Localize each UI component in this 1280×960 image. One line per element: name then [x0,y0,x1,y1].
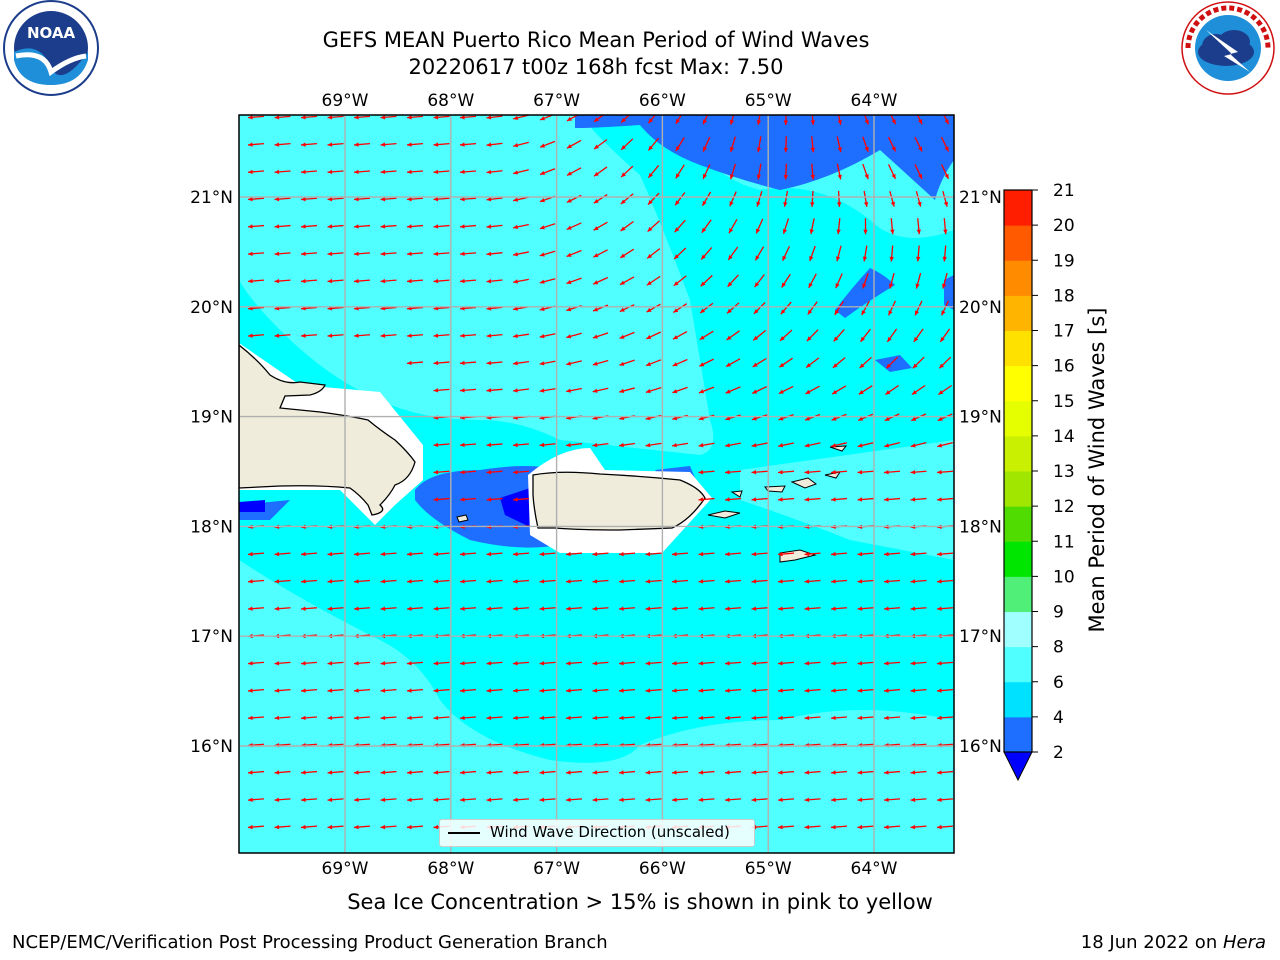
colorbar-segment [1004,576,1032,612]
map-legend: Wind Wave Direction (unscaled) [439,819,755,847]
lat-label-left: 21°N [190,188,233,208]
chart-subtitle-date: 20220617 t00z 168h fcst Max: 7.50 [408,55,784,79]
lat-label-right: 21°N [959,188,1002,208]
colorbar-tick-label: 21 [1053,181,1075,201]
lon-label-top: 65°W [745,91,792,111]
colorbar-segment [1004,471,1032,507]
colorbar-tick-label: 2 [1053,743,1064,763]
footer-date: 18 Jun 2022 on Hera [1081,932,1266,953]
lon-label-top: 67°W [533,91,580,111]
colorbar-tick-label: 11 [1053,532,1075,552]
land-hispaniola [239,344,416,516]
colorbar-tick-label: 8 [1053,638,1064,658]
colorbar-segment [1004,260,1032,296]
lon-label-bottom: 65°W [745,859,792,879]
contour-2-4s-north [575,115,954,200]
legend-line-icon [448,832,480,834]
land-culebra [730,490,743,498]
lon-label-bottom: 69°W [322,859,369,879]
colorbar-tick-label: 17 [1053,322,1075,342]
lat-label-left: 18°N [190,517,233,537]
colorbar-segment [1004,716,1032,753]
lon-label-top: 68°W [427,91,474,111]
lon-label-bottom: 64°W [851,859,898,879]
colorbar-tick-label: 13 [1053,462,1075,482]
colorbar-segment [1004,681,1032,718]
colorbar-segment [1004,435,1032,472]
gridlines [239,115,954,853]
colorbar-tick-label: 6 [1053,673,1064,693]
contour-2-4s-e [944,275,954,310]
lat-label-left: 16°N [190,737,233,757]
sea-ice-note: Sea Ice Concentration > 15% is shown in … [347,890,933,914]
colorbar-tick-label: 10 [1053,567,1075,587]
colorbar-segment [1004,646,1032,683]
noaa-logo-icon: NOAA [3,0,99,96]
lon-label-top: 66°W [639,91,686,111]
lat-label-right: 20°N [959,298,1002,318]
colorbar-segment [1004,541,1032,577]
colorbar-segment [1004,611,1032,648]
lat-label-right: 16°N [959,737,1002,757]
land-mona-island [456,514,469,523]
colorbar-segment [1004,295,1032,331]
colorbar-tick-label: 14 [1053,427,1075,447]
contour-2-4s-ne [835,268,895,318]
colorbar-tick-label: 9 [1053,603,1064,623]
colorbar-tick-label: 15 [1053,392,1075,412]
land-vieques [707,510,741,519]
colorbar-under-arrow [1003,751,1033,782]
map-frame [238,114,955,854]
colorbar-segment [1004,225,1032,261]
lat-label-right: 17°N [959,627,1002,647]
footer-date-prefix: 18 Jun 2022 on [1080,932,1223,953]
wind-wave-arrows [247,115,954,830]
colorbar-segment [1004,190,1032,226]
contour-2-4s-e2 [875,355,912,372]
colorbar-segment [1004,400,1032,437]
colorbar-tick-label: 12 [1053,497,1075,517]
colorbar-segment [1004,506,1032,542]
colorbar-segment [1004,330,1032,367]
colorbar-tick-label: 4 [1053,708,1064,728]
axis-labels: 69°W 69°W 68°W 68°W 67°W 67°W 66°W 66°W 65°W 65°W… [190,91,1002,879]
lon-label-bottom: 67°W [533,859,580,879]
lat-label-right: 18°N [959,517,1002,537]
lat-label-left: 17°N [190,627,233,647]
lon-label-top: 69°W [322,91,369,111]
footer-credit: NCEP/EMC/Verification Post Processing Pr… [12,932,608,953]
lon-label-bottom: 68°W [427,859,474,879]
lat-label-left: 19°N [190,408,233,428]
contour-under-2s [500,488,532,528]
lat-label-left: 20°N [190,298,233,318]
legend-label: Wind Wave Direction (unscaled) [490,823,730,841]
footer-host: Hera [1222,932,1266,953]
colorbar-tick-label: 19 [1053,251,1075,271]
lat-label-right: 19°N [959,408,1002,428]
contour-under-2s-west [239,500,265,512]
land-anegada [829,445,848,452]
colorbar: 2 4 6 8 9 10 11 12 13 14 15 16 17 18 19 20 21 [1003,181,1075,782]
colorbar-segment [1004,365,1032,402]
chart-title: GEFS MEAN Puerto Rico Mean Period of Win… [322,28,870,52]
nws-logo-icon [1181,1,1275,95]
lon-label-bottom: 66°W [639,859,686,879]
colorbar-tick-label: 16 [1053,357,1075,377]
colorbar-tick-label: 18 [1053,286,1075,306]
colorbar-tick-label: 20 [1053,216,1075,236]
land-puerto-rico [532,471,706,531]
land-virgin-islands [764,471,842,493]
contour-6-8s [239,115,954,853]
lon-label-top: 64°W [851,91,898,111]
noaa-logo-text: NOAA [27,24,76,42]
